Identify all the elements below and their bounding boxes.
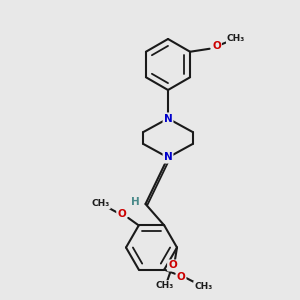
Text: N: N bbox=[164, 152, 172, 163]
Text: O: O bbox=[168, 260, 177, 271]
Text: CH₃: CH₃ bbox=[92, 199, 110, 208]
Text: CH₃: CH₃ bbox=[156, 281, 174, 290]
Text: O: O bbox=[212, 41, 221, 51]
Text: N: N bbox=[164, 113, 172, 124]
Text: CH₃: CH₃ bbox=[227, 34, 245, 43]
Text: O: O bbox=[117, 209, 126, 219]
Text: H: H bbox=[130, 196, 140, 207]
Text: O: O bbox=[177, 272, 185, 282]
Text: CH₃: CH₃ bbox=[194, 282, 212, 291]
